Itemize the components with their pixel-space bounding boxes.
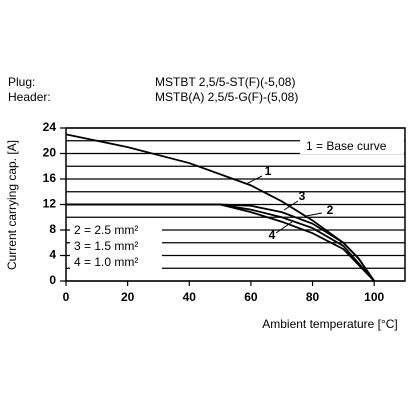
curve-label: 4: [269, 228, 276, 242]
y-tick-label: 16: [43, 171, 57, 185]
x-tick-label: 60: [244, 290, 258, 304]
x-tick-label: 40: [183, 290, 197, 304]
leader-line: [275, 221, 293, 234]
plug-value: MSTBT 2,5/5-ST(F)(-5,08): [155, 75, 295, 89]
y-tick-label: 8: [49, 222, 56, 236]
header-label: Header:: [8, 90, 51, 104]
legend-note: 2 = 2.5 mm²: [74, 223, 138, 237]
y-axis-label: Current carrying cap. [A]: [5, 140, 19, 270]
leader-line: [283, 200, 299, 211]
x-tick-label: 0: [63, 290, 70, 304]
note-box: [70, 222, 162, 274]
y-tick-label: 12: [43, 197, 57, 211]
series-line: [66, 203, 375, 282]
note-box: [300, 139, 404, 154]
x-tick-label: 20: [121, 290, 135, 304]
y-tick-label: 24: [43, 120, 57, 134]
plug-label: Plug:: [8, 75, 35, 89]
legend-note: 1 = Base curve: [306, 139, 387, 153]
x-tick-label: 80: [306, 290, 320, 304]
leader-line: [305, 212, 323, 217]
legend-note: 4 = 1.0 mm²: [74, 255, 138, 269]
header-value: MSTB(A) 2,5/5-G(F)-(5,08): [155, 90, 298, 104]
x-tick-label: 100: [364, 290, 384, 304]
y-tick-label: 4: [49, 248, 56, 262]
leader-line: [245, 175, 263, 185]
y-tick-label: 0: [49, 273, 56, 287]
x-axis-label: Ambient temperature [°C]: [262, 317, 398, 331]
y-tick-label: 20: [43, 146, 57, 160]
curve-label: 1: [265, 164, 272, 178]
legend-note: 3 = 1.5 mm²: [74, 239, 138, 253]
curve-label: 3: [299, 189, 306, 203]
curve-label: 2: [327, 203, 334, 217]
